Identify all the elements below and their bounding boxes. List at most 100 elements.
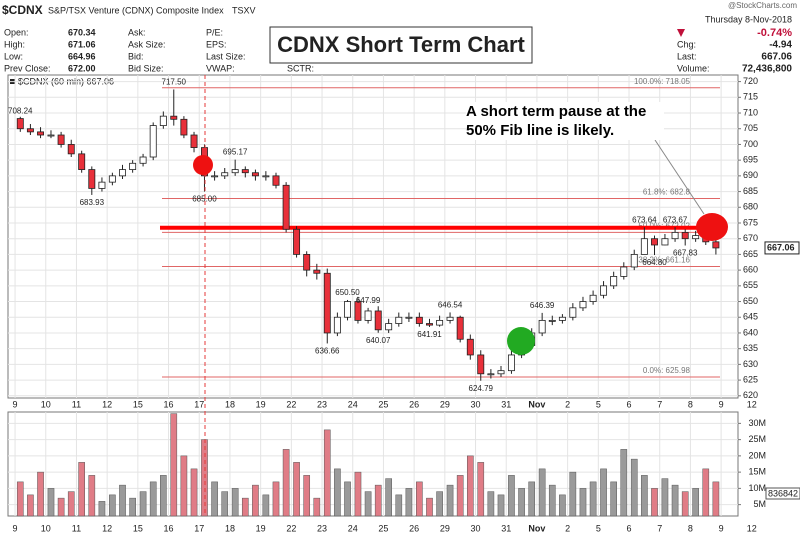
y-tick-label: 665 bbox=[743, 249, 758, 259]
point-label: 640.07 bbox=[366, 336, 391, 345]
candle-body bbox=[579, 301, 587, 309]
candle-body bbox=[569, 307, 577, 318]
volume-tick-label: 20M bbox=[748, 450, 766, 460]
x-tick-label: 6 bbox=[627, 523, 632, 533]
volume-bar bbox=[170, 413, 178, 517]
volume-bar bbox=[313, 497, 321, 517]
candle-body bbox=[610, 276, 618, 287]
x-tick-label: 12 bbox=[747, 523, 757, 533]
volume-bar bbox=[538, 468, 546, 517]
x-tick-label: 23 bbox=[317, 399, 327, 409]
summary-label: Chg: bbox=[677, 39, 696, 49]
volume-bar bbox=[241, 497, 249, 517]
volume-bar bbox=[201, 439, 208, 517]
x-tick-label: 17 bbox=[194, 399, 204, 409]
volume-tag: 836842 bbox=[768, 488, 798, 498]
point-label: 647.99 bbox=[356, 296, 381, 305]
x-tick-label: 30 bbox=[471, 399, 481, 409]
candle-body bbox=[119, 169, 126, 177]
candle-body bbox=[98, 181, 106, 189]
volume-bar bbox=[426, 497, 433, 517]
date: Thursday 8-Nov-2018 bbox=[705, 14, 792, 24]
point-label: 685.00 bbox=[192, 195, 217, 204]
x-tick-label: 12 bbox=[102, 523, 112, 533]
point-label: 695.17 bbox=[223, 148, 248, 157]
volume-bar bbox=[272, 481, 280, 517]
x-tick-label: 7 bbox=[657, 523, 662, 533]
volume-bar bbox=[190, 468, 198, 517]
volume-tick-label: 25M bbox=[748, 434, 766, 444]
chart-title: CDNX Short Term Chart bbox=[277, 32, 525, 57]
candle-body bbox=[538, 319, 546, 334]
volume-bar bbox=[303, 475, 311, 517]
y-tick-label: 695 bbox=[743, 155, 758, 165]
candle-body bbox=[395, 316, 403, 324]
volume-bar bbox=[456, 475, 464, 517]
volume-bar bbox=[610, 481, 617, 517]
y-tick-label: 675 bbox=[743, 217, 758, 227]
volume-bar bbox=[160, 475, 167, 517]
candle-body bbox=[88, 169, 96, 189]
fib-label: 38.2%: 661.16 bbox=[638, 256, 690, 265]
point-label: 683.93 bbox=[80, 198, 105, 207]
point-label: 650.50 bbox=[335, 288, 360, 297]
x-tick-label: 31 bbox=[501, 523, 511, 533]
y-tick-label: 680 bbox=[743, 202, 758, 212]
field-label: Ask: bbox=[128, 27, 146, 37]
summary-value: 72,436,800 bbox=[742, 64, 792, 75]
volume-bar bbox=[364, 491, 372, 517]
point-label: 641.91 bbox=[417, 330, 442, 339]
x-tick-label: 15 bbox=[133, 523, 143, 533]
y-tick-label: 655 bbox=[743, 280, 758, 290]
candle-body bbox=[323, 272, 331, 334]
candle-body bbox=[139, 156, 147, 164]
candle-body bbox=[671, 232, 679, 240]
candle-body bbox=[661, 238, 669, 246]
volume-bar bbox=[446, 484, 454, 517]
volume-bar bbox=[139, 491, 147, 517]
x-tick-label: 10 bbox=[41, 523, 51, 533]
fib-label: 0.0%: 625.98 bbox=[643, 366, 691, 375]
x-tick-label: 26 bbox=[409, 523, 419, 533]
x-tick-label: 24 bbox=[348, 523, 358, 533]
x-tick-label: 7 bbox=[657, 399, 662, 409]
volume-bar bbox=[385, 478, 392, 517]
marker-circle bbox=[696, 213, 728, 241]
candle-body bbox=[272, 175, 280, 186]
volume-bar bbox=[712, 481, 720, 517]
candle-body bbox=[108, 175, 116, 183]
point-label: 646.54 bbox=[438, 301, 463, 310]
volume-bar bbox=[487, 491, 495, 517]
y-tick-label: 715 bbox=[743, 92, 758, 102]
volume-bar bbox=[497, 494, 505, 517]
quote-value: 670.34 bbox=[68, 27, 96, 37]
field-label: Last Size: bbox=[206, 51, 246, 61]
volume-bar bbox=[252, 484, 259, 517]
fib-label: 100.0%: 718.05 bbox=[634, 77, 691, 86]
volume-bar bbox=[436, 491, 443, 517]
volume-bar bbox=[641, 475, 648, 517]
field-label: VWAP: bbox=[206, 63, 235, 73]
candle-body bbox=[26, 128, 34, 133]
volume-tick-label: 30M bbox=[748, 418, 766, 428]
candle-body bbox=[313, 269, 321, 274]
candle-body bbox=[333, 316, 341, 334]
x-tick-label: 5 bbox=[596, 523, 601, 533]
volume-bar bbox=[211, 481, 218, 517]
x-tick-label: 22 bbox=[286, 523, 296, 533]
candle-body bbox=[231, 169, 239, 174]
volume-bar bbox=[405, 488, 413, 517]
y-tick-label: 710 bbox=[743, 107, 758, 117]
volume-bar bbox=[67, 491, 75, 517]
candle-body bbox=[385, 323, 393, 331]
x-tick-label: 15 bbox=[133, 399, 143, 409]
x-tick-label: 8 bbox=[688, 399, 693, 409]
x-tick-label: 9 bbox=[13, 523, 18, 533]
x-tick-label: 12 bbox=[102, 399, 112, 409]
candle-body bbox=[507, 354, 515, 372]
x-tick-label: 16 bbox=[164, 523, 174, 533]
volume-tick-label: 5M bbox=[753, 499, 766, 509]
volume-bar bbox=[620, 449, 628, 517]
volume-bar bbox=[282, 449, 290, 517]
candle-body bbox=[211, 175, 219, 178]
